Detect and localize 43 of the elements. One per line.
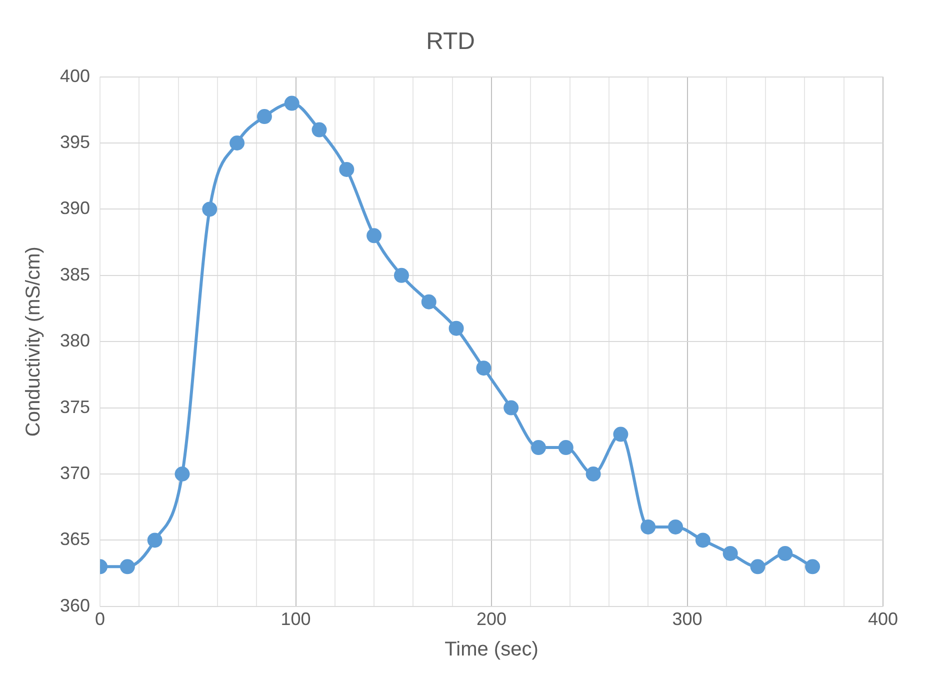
point [613,426,628,442]
point [174,466,190,482]
y-tick-label: 370 [60,462,90,483]
y-tick-label: 365 [60,529,90,550]
point [312,122,327,138]
point [202,202,218,217]
point [668,519,684,534]
point [421,294,436,310]
chart-title: RTD [426,28,475,56]
point [339,162,354,177]
point [640,519,656,534]
y-tick-label: 375 [60,396,90,417]
x-tick-label: 300 [672,609,702,630]
point [256,109,272,124]
y-tick-label: 360 [60,595,90,616]
y-tick-label: 390 [60,198,90,218]
point [230,136,245,150]
y-tick-label: 385 [60,264,90,284]
point [586,466,601,482]
x-tick-label: 200 [476,609,507,630]
point [805,559,820,574]
point [366,228,382,244]
point [778,546,793,561]
point [558,440,574,456]
y-tick-label: 380 [60,330,90,351]
x-tick-label: 400 [868,609,898,630]
point [448,320,464,336]
x-axis-title: Time (sec) [444,638,538,661]
point [504,400,519,416]
point [695,532,710,548]
point [284,96,300,111]
x-tick-label: 0 [95,609,106,630]
y-tick-label: 400 [60,66,90,86]
point [394,268,409,283]
point [530,440,546,456]
y-tick-label: 395 [60,132,90,152]
point [476,360,492,376]
point [120,559,135,574]
point [147,532,162,548]
x-tick-label: 100 [280,609,311,630]
point [722,546,738,561]
point [750,559,766,574]
y-axis-title: Conductivity (mS/cm) [22,246,45,437]
